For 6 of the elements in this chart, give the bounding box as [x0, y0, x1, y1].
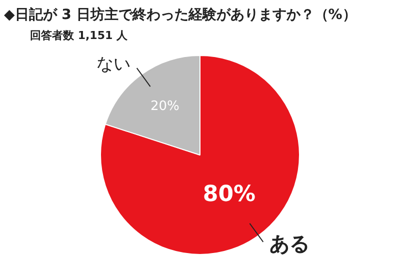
slice-label: ない — [96, 54, 130, 74]
chart-subtitle: 回答者数 1,151 人 — [30, 28, 128, 43]
slice-label: ある — [270, 231, 310, 256]
data-label: 20% — [150, 99, 180, 114]
chart-title: ◆日記が 3 日坊主で終わった経験がありますか？（%） — [4, 6, 356, 24]
data-label: 80% — [202, 182, 256, 207]
